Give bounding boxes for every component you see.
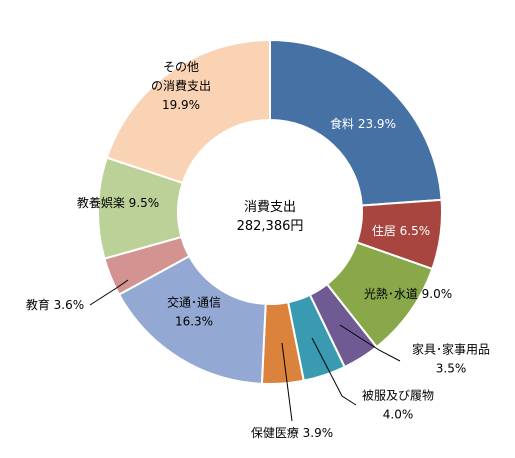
slice-label-5-line-2: 4.0% <box>383 408 414 422</box>
leader-lines-group <box>89 279 401 422</box>
slice-label-5-line-1: 被服及び履物 <box>362 389 434 403</box>
slice-label-10-line-3: 19.9% <box>162 98 200 112</box>
center-value: 282,386円 <box>237 219 304 234</box>
slice-label-4-line-2: 3.5% <box>436 362 467 376</box>
slice-label-9-line-1: 教養娯楽 9.5% <box>77 195 159 210</box>
slice-label-10-line-1: その他 <box>163 60 199 74</box>
slice-label-10-line-2: の消費支出 <box>151 78 211 93</box>
slices-group <box>97 38 443 385</box>
leader-line-6 <box>281 342 293 422</box>
slice-7 <box>117 254 267 385</box>
leader-line-5 <box>311 337 357 406</box>
slice-label-7-line-2: 16.3% <box>175 315 213 329</box>
slice-label-6-line-1: 保健医療 3.9% <box>251 426 333 440</box>
leader-line-8 <box>89 279 129 306</box>
slice-label-4-line-1: 家具･家事用品 <box>412 342 490 357</box>
slice-label-1-line-1: 食料 23.9% <box>330 116 396 131</box>
slice-10 <box>105 38 271 185</box>
slice-label-8-line-1: 教育 3.6% <box>26 297 84 312</box>
leader-line-4 <box>339 324 401 362</box>
slice-label-7-line-1: 交通･通信 <box>167 295 221 310</box>
slice-label-3-line-1: 光熱･水道 9.0% <box>364 287 452 301</box>
slice-label-2-line-1: 住居 6.5% <box>372 224 430 238</box>
labels-group: 食料 23.9% 住居 6.5% 光熱･水道 9.0% 家具･家事用品 3.5%被服及び… <box>26 60 490 440</box>
slice-1 <box>269 38 443 207</box>
center-title: 消費支出 <box>244 200 296 215</box>
